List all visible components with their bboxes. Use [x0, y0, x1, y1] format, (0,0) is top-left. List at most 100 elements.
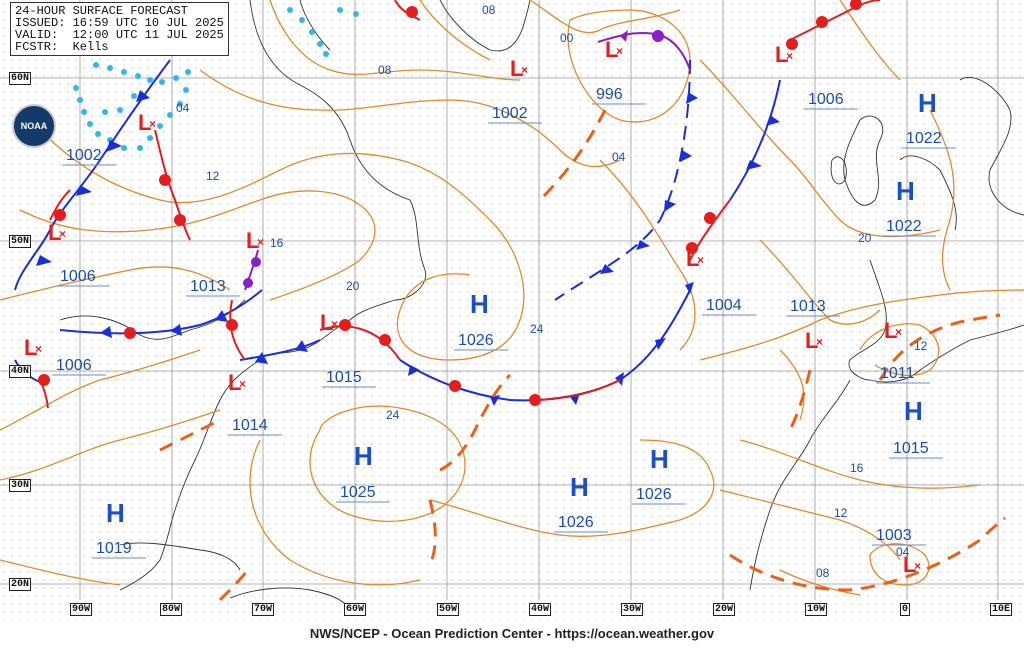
latitude-label: 20N	[9, 578, 32, 591]
isobar-value: 04	[896, 545, 910, 559]
header-valid: VALID: 12:00 UTC 11 JUL 2025	[15, 28, 224, 42]
low-centers: L×L× L×L×L×L×L×L× L×L×L× L×L×	[24, 37, 921, 577]
isobars	[0, 0, 1024, 596]
high-symbol: H	[106, 498, 125, 528]
high-symbol: H	[896, 176, 915, 206]
isobar-value: 04	[612, 150, 626, 164]
longitude-label: 50W	[437, 603, 460, 616]
pressure-value: 1015	[326, 369, 362, 386]
ice-edge	[73, 7, 359, 151]
isobar-value: 08	[378, 63, 392, 77]
low-center-mark: ×	[521, 63, 528, 77]
longitude-label: 30W	[621, 603, 644, 616]
pressure-value: 1026	[458, 332, 494, 349]
low-center-mark: ×	[257, 235, 264, 249]
coastlines	[59, 0, 1024, 611]
low-center-mark: ×	[239, 377, 246, 391]
longitude-label: 40W	[529, 603, 552, 616]
pressure-value: 1011	[880, 365, 915, 382]
high-symbol: H	[650, 444, 669, 474]
longitude-label: 90W	[70, 603, 93, 616]
forecast-header: 24-HOUR SURFACE FORECAST ISSUED: 16:59 UT…	[10, 2, 229, 56]
latitude-label: 30N	[9, 479, 32, 492]
low-center-mark: ×	[786, 49, 793, 63]
longitude-label: 20W	[713, 603, 736, 616]
pressure-value: 1006	[808, 91, 844, 108]
low-center-mark: ×	[35, 342, 42, 356]
isobar-value: 00	[560, 31, 574, 45]
lat-lon-grid	[0, 0, 1024, 600]
pressure-value: 1026	[636, 486, 672, 503]
low-center-mark: ×	[816, 335, 823, 349]
isobar-value: 24	[386, 408, 400, 422]
high-centers: H H H H H H H H	[106, 88, 937, 528]
latitude-label: 60N	[9, 72, 32, 85]
latitude-label: 50N	[9, 235, 32, 248]
pressure-value: 1013	[790, 298, 826, 315]
high-symbol: H	[570, 472, 589, 502]
low-symbol: L	[805, 328, 818, 353]
high-symbol: H	[904, 396, 923, 426]
pressure-value: 1004	[706, 297, 742, 314]
low-symbol: L	[24, 335, 37, 360]
pressure-value: 1013	[190, 278, 226, 295]
isobar-value: 16	[270, 236, 284, 250]
isobar-value: 24	[530, 322, 544, 336]
cold-front-triangles	[36, 90, 780, 406]
pressure-value: 1003	[876, 527, 912, 544]
longitude-label: 0	[900, 603, 911, 616]
pressure-value: 1014	[232, 417, 268, 434]
header-title: 24-HOUR SURFACE FORECAST	[15, 4, 188, 18]
isobar-labels: 08 00 08 04 04 12 16 20 24 24 20 12 16 12 08 04	[176, 3, 928, 580]
low-symbol: L	[903, 552, 916, 577]
isobar-value: 08	[482, 3, 496, 17]
pressure-value: 1025	[340, 484, 376, 501]
isobar-value: 12	[834, 506, 848, 520]
low-center-mark: ×	[895, 325, 902, 339]
isobar-value: 20	[858, 231, 872, 245]
pressure-value: 1026	[558, 514, 594, 531]
low-symbol: L	[320, 310, 333, 335]
footer-credit: NWS/NCEP - Ocean Prediction Center - htt…	[309, 626, 715, 641]
isobar-value: 04	[176, 101, 190, 115]
low-center-mark: ×	[331, 317, 338, 331]
low-center-mark: ×	[59, 227, 66, 241]
low-center-mark: ×	[697, 253, 704, 267]
noaa-logo: NOAA	[12, 104, 56, 148]
high-symbol: H	[354, 441, 373, 471]
isobar-value: 12	[206, 169, 220, 183]
longitude-label: 10W	[805, 603, 828, 616]
low-symbol: L	[246, 228, 259, 253]
low-symbol: L	[138, 110, 151, 135]
pressure-value: 1006	[56, 357, 92, 374]
header-issued: ISSUED: 16:59 UTC 10 JUL 2025	[15, 16, 224, 30]
noaa-logo-text: NOAA	[20, 121, 48, 131]
pressure-value: 1022	[906, 130, 942, 147]
high-symbol: H	[918, 88, 937, 118]
longitude-label: 70W	[252, 603, 275, 616]
low-symbol: L	[605, 37, 618, 62]
isobar-value: 16	[850, 461, 864, 475]
latitude-label: 40N	[9, 365, 32, 378]
longitude-label: 80W	[160, 603, 183, 616]
pressure-value: 1019	[96, 540, 132, 557]
isobar-value: 12	[914, 339, 928, 353]
low-symbol: L	[775, 42, 788, 67]
pressure-values: 1002 996 1006 1022 1022 1002 1006 1013 1026 1004 1…	[52, 86, 956, 559]
pressure-value: 1006	[60, 268, 96, 285]
pressure-value: 996	[596, 86, 623, 103]
low-center-mark: ×	[914, 559, 921, 573]
low-symbol: L	[686, 246, 699, 271]
pressure-value: 1002	[66, 147, 102, 164]
longitude-label: 60W	[344, 603, 367, 616]
occluded-symbols	[243, 30, 664, 288]
isobar-value: 20	[346, 279, 360, 293]
high-symbol: H	[470, 289, 489, 319]
longitude-label: 10E	[990, 603, 1013, 616]
troughs	[159, 109, 1006, 602]
warm-front-semicircles	[38, 0, 862, 406]
low-center-mark: ×	[616, 44, 623, 58]
pressure-value: 1022	[886, 218, 922, 235]
pressure-value: 1002	[492, 105, 528, 122]
